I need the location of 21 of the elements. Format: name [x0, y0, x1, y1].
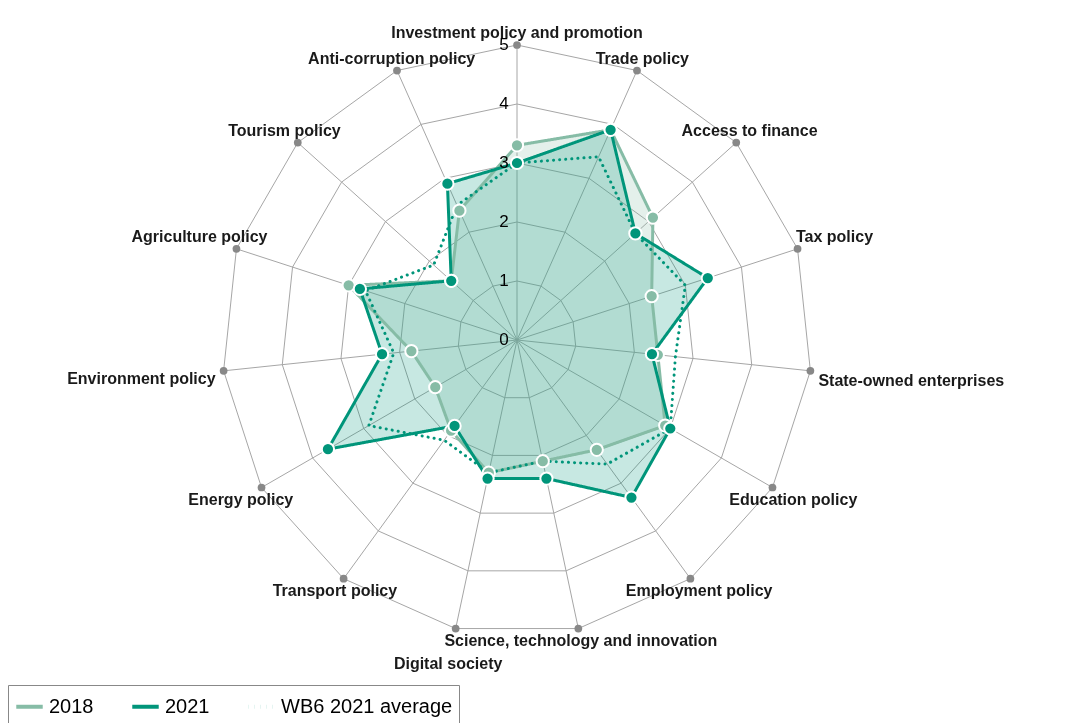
spoke-label: Energy policy: [188, 490, 294, 508]
y-tick-label: 1: [499, 271, 509, 290]
spoke-label: Science, technology and innovation: [444, 631, 718, 649]
spoke-label: Transport policy: [272, 581, 398, 599]
legend-label: 2021: [165, 694, 210, 717]
spoke-label: Tourism policy: [228, 121, 341, 139]
spoke-label: Agriculture policy: [131, 227, 268, 245]
spoke-label: Education policy: [729, 490, 858, 508]
y-tick-label: 4: [499, 94, 509, 113]
y-tick-label: 2: [499, 212, 509, 231]
spoke-label: Tax policy: [795, 227, 874, 245]
spoke-label: Trade policy: [595, 49, 690, 67]
spoke-label: Environment policy: [67, 370, 216, 388]
y-tick-label: 0: [499, 330, 509, 349]
spoke-label: Access to finance: [681, 121, 818, 139]
spoke-label: Employment policy: [625, 581, 773, 599]
spoke-label: Anti-corruption policy: [308, 49, 476, 67]
spoke-label: State-owned enterprises: [818, 372, 1005, 390]
spoke-label: Digital society: [393, 655, 503, 673]
legend-label: 2018: [49, 694, 94, 717]
legend-label: WB6 2021 average: [281, 694, 453, 717]
